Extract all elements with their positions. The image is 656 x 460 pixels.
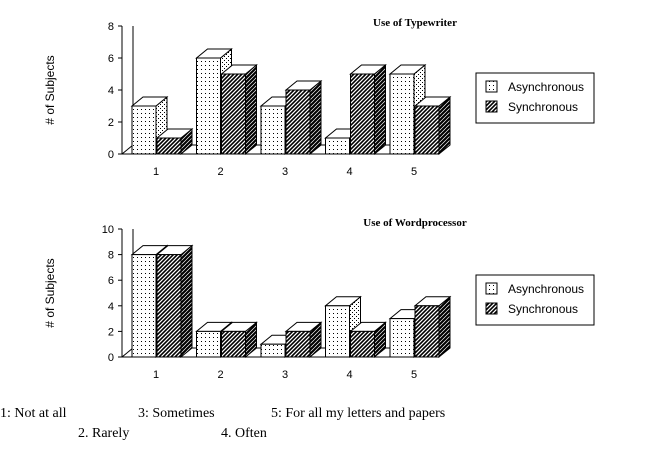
y-axis-label: # of Subjects <box>43 258 57 327</box>
bar-side-face <box>180 244 193 359</box>
bar-front-face <box>156 254 182 358</box>
bar-side-face <box>438 95 451 156</box>
y-tick-label: 6 <box>108 53 114 65</box>
bar-front-face <box>325 305 350 358</box>
legend: Asynchronous Synchronous <box>475 72 595 124</box>
floor-corner-line <box>121 144 134 155</box>
legend-swatch-asynchronous <box>485 282 498 295</box>
typewriter-chart: 0 2 4 6 8 # of Subjects Use of Typewriter 1 2 3 4 5… <box>43 17 595 178</box>
y-axis-label: # of Subjects <box>43 55 57 124</box>
y-tick-label: 2 <box>108 326 114 338</box>
bar-side-face <box>245 63 257 156</box>
bar-front-face <box>196 57 221 155</box>
x-tick-label: 3 <box>282 369 288 381</box>
y-tick-label: 2 <box>108 117 114 129</box>
bar-front-face <box>131 254 157 358</box>
footnote-item-5: 5: For all my letters and papers <box>271 406 446 421</box>
wordprocessor-chart: 0 2 4 6 8 10 # of Subjects Use of Wordprocessor… <box>43 217 595 381</box>
bar-synchronous-3 <box>284 79 323 156</box>
footnote-item-1: 1: Not at all <box>0 406 67 421</box>
y-tick-label: 8 <box>108 250 114 262</box>
y-tick-label: 0 <box>108 149 114 161</box>
bar-front-face <box>221 330 246 358</box>
x-tick-label: 3 <box>282 166 288 178</box>
bar-synchronous-1 <box>155 127 194 156</box>
y-tick-label: 4 <box>108 85 114 97</box>
bar-synchronous-2 <box>220 63 258 156</box>
bar-synchronous-4 <box>349 63 387 156</box>
x-tick-label: 5 <box>411 369 417 381</box>
chart-title: Use of Typewriter <box>373 17 457 29</box>
footnote-item-4: 4. Often <box>221 426 267 441</box>
legend-label-synchronous: Synchronous <box>508 302 578 316</box>
bar-front-face <box>350 330 375 358</box>
bar-side-face <box>438 295 451 359</box>
bar-synchronous-5 <box>413 95 452 156</box>
bar-synchronous-1 <box>155 244 194 359</box>
footnote-item-3: 3: Sometimes <box>138 406 215 421</box>
bar-front-face <box>285 330 311 358</box>
bar-front-face <box>285 89 311 155</box>
x-tick-label: 4 <box>346 166 352 178</box>
y-tick-label: 6 <box>108 275 114 287</box>
x-tick-label: 2 <box>217 166 223 178</box>
bar-synchronous-5 <box>413 295 452 359</box>
legend-label-synchronous: Synchronous <box>508 100 578 114</box>
bar-front-face <box>414 105 440 155</box>
floor-corner-line <box>121 347 134 358</box>
x-tick-label: 1 <box>153 369 159 381</box>
bar-front-face <box>350 73 375 155</box>
y-tick-label: 10 <box>102 224 114 236</box>
y-tick-label: 0 <box>108 352 114 364</box>
y-tick-label: 4 <box>108 301 114 313</box>
bar-front-face <box>389 318 415 358</box>
x-tick-label: 2 <box>217 369 223 381</box>
legend-label-asynchronous: Asynchronous <box>508 80 584 94</box>
bar-front-face <box>260 343 286 358</box>
bar-synchronous-3 <box>284 321 323 359</box>
legend: Asynchronous Synchronous <box>475 274 595 326</box>
legend-swatch-synchronous <box>485 302 498 315</box>
bar-front-face <box>156 137 182 155</box>
bar-front-face <box>131 105 157 155</box>
bar-front-face <box>389 73 415 155</box>
bar-front-face <box>196 330 221 358</box>
bar-front-face <box>260 105 286 155</box>
x-tick-label: 4 <box>346 369 352 381</box>
legend-swatch-synchronous <box>485 100 498 113</box>
x-tick-label: 1 <box>153 166 159 178</box>
bar-front-face <box>414 305 440 358</box>
bar-front-face <box>221 73 246 155</box>
bar-side-face <box>309 79 322 156</box>
chart-title: Use of Wordprocessor <box>363 217 467 229</box>
y-tick-label: 8 <box>108 21 114 33</box>
bar-front-face <box>325 137 350 155</box>
legend-label-asynchronous: Asynchronous <box>508 282 584 296</box>
legend-swatch-asynchronous <box>485 80 498 93</box>
bar-side-face <box>374 63 386 156</box>
x-tick-label: 5 <box>411 166 417 178</box>
bar-synchronous-2 <box>220 321 258 359</box>
bar-synchronous-4 <box>349 321 387 359</box>
legend-box <box>475 274 595 326</box>
footnote-item-2: 2. Rarely <box>78 426 130 441</box>
